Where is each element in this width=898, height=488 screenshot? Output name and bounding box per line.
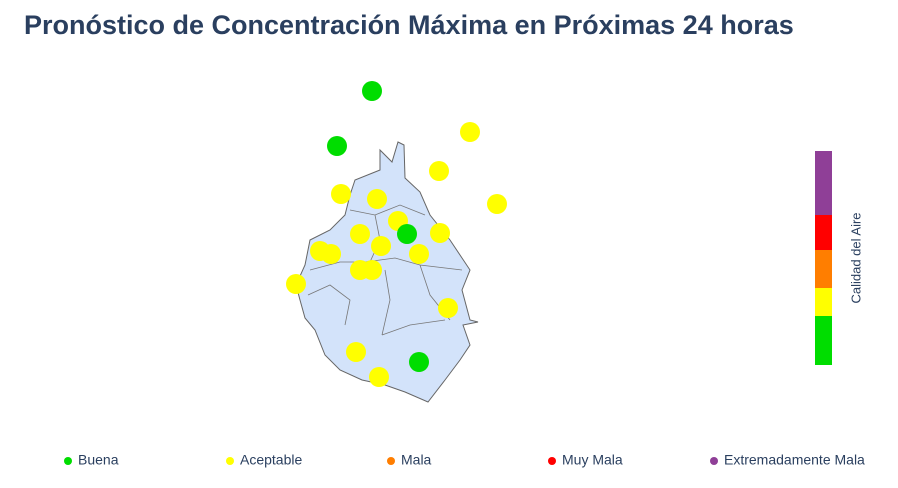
colorbar-segment (815, 151, 832, 215)
stations (286, 81, 507, 387)
station (429, 161, 449, 181)
legend-label: Muy Mala (562, 452, 623, 468)
station (327, 136, 347, 156)
legend-label: Aceptable (240, 452, 302, 468)
station (362, 81, 382, 101)
map (295, 141, 479, 403)
station (362, 260, 382, 280)
colorbar-segment (815, 250, 832, 288)
legend-marker (226, 457, 234, 465)
title: Pronóstico de Concentración Máxima en Pr… (24, 10, 794, 40)
colorbar-label: Calidad del Aire (848, 212, 863, 303)
station (331, 184, 351, 204)
legend-label: Buena (78, 452, 119, 468)
station (460, 122, 480, 142)
colorbar-segment (815, 288, 832, 316)
station (409, 352, 429, 372)
legend: Buena Aceptable Mala Muy Mala Extremadamente… (64, 452, 865, 468)
legend-label: Mala (401, 452, 432, 468)
station (346, 342, 366, 362)
legend-label: Extremadamente Mala (724, 452, 865, 468)
station (367, 189, 387, 209)
colorbar: Calidad del Aire (815, 151, 863, 365)
region-outline (295, 141, 479, 403)
station (286, 274, 306, 294)
legend-marker (387, 457, 395, 465)
legend-marker (64, 457, 72, 465)
colorbar-segment (815, 316, 832, 365)
station (350, 224, 370, 244)
station (397, 224, 417, 244)
station (487, 194, 507, 214)
borough-borders (307, 204, 463, 336)
station (438, 298, 458, 318)
station (321, 244, 341, 264)
station (369, 367, 389, 387)
station (430, 223, 450, 243)
colorbar-segment (815, 215, 832, 250)
legend-marker (710, 457, 718, 465)
station (409, 244, 429, 264)
station (371, 236, 391, 256)
legend-marker (548, 457, 556, 465)
